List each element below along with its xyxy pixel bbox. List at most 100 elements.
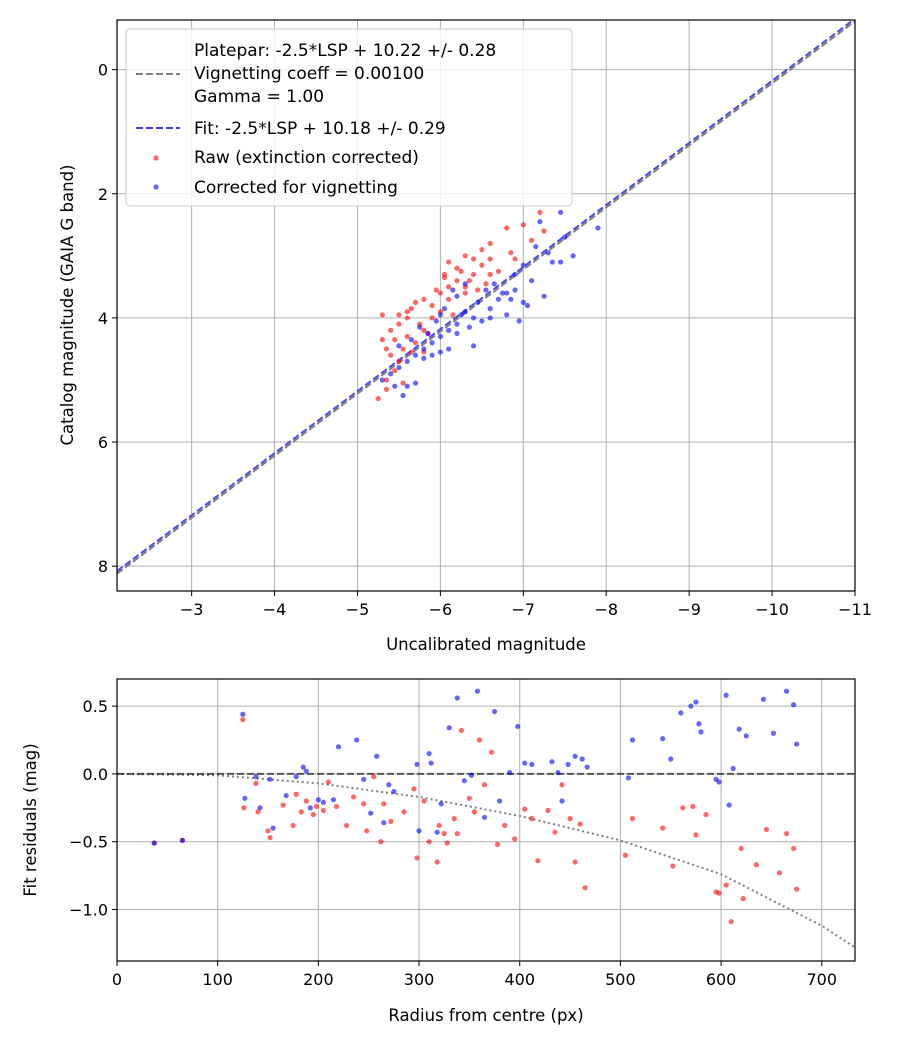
bottom-plot-y-tick-label: 0.5	[83, 697, 108, 716]
top-plot-data-point	[408, 349, 414, 355]
top-plot-data-point	[458, 312, 464, 318]
bottom-plot-data-point	[696, 721, 702, 727]
bottom-plot-data-point	[298, 809, 304, 815]
top-plot-data-point	[470, 271, 477, 278]
bottom-plot-data-point	[441, 830, 447, 837]
bottom-plot-data-point	[434, 829, 440, 835]
top-plot-data-point	[454, 330, 460, 337]
top-plot-data-point	[537, 219, 543, 225]
top-plot-data-point	[520, 222, 526, 228]
top-plot-data-point	[437, 349, 443, 355]
residuals-scatter-plot: 0 100 200 300 400 500 600 700 0.5 0.0 −0.5 −1.0 Ra…	[21, 678, 856, 1025]
bottom-plot-data-point	[723, 692, 729, 698]
top-plot-x-tick-label: −10	[755, 600, 789, 619]
bottom-plot-data-point	[545, 807, 551, 814]
top-plot-data-point	[388, 352, 394, 358]
top-plot-data-point	[562, 234, 568, 240]
top-plot-y-tick-label: 6	[98, 433, 108, 452]
bottom-plot-data-point	[770, 730, 777, 736]
bottom-plot-data-point	[790, 702, 797, 708]
bottom-plot-data-point	[535, 858, 541, 864]
top-plot-data-point	[421, 346, 427, 352]
top-plot-data-point	[404, 333, 410, 340]
top-plot-data-point	[470, 315, 477, 321]
bottom-plot-data-point	[466, 795, 472, 801]
bottom-plot-y-tick-label: −1.0	[69, 900, 108, 919]
bottom-plot-data-point	[300, 764, 306, 770]
top-plot-data-point	[383, 346, 390, 352]
bottom-plot-data-point	[549, 759, 555, 765]
top-plot-data-point	[466, 324, 473, 330]
bottom-plot-data-point	[522, 806, 528, 812]
top-plot-data-point	[400, 392, 406, 399]
top-plot-data-point	[437, 333, 443, 340]
bottom-plot-data-point	[391, 788, 397, 795]
bottom-plot-data-point	[763, 826, 769, 833]
bottom-plot-data-point	[361, 776, 367, 782]
bottom-plot-y-tick-label: −0.5	[69, 833, 108, 852]
bottom-plot-data-point	[436, 822, 442, 829]
top-plot-data-point	[487, 306, 493, 312]
bottom-plot-data-point	[320, 799, 326, 805]
legend-corrected-label: Corrected for vignetting	[194, 178, 398, 198]
bottom-plot-data-point	[335, 744, 342, 750]
bottom-plot-x-ticks: 0 100 200 300 400 500 600 700	[112, 961, 837, 989]
bottom-plot-frame	[116, 678, 856, 962]
top-plot-data-point	[429, 315, 435, 321]
bottom-plot-data-point	[703, 811, 709, 818]
legend-fit-label: Fit: -2.5*LSP + 10.18 +/- 0.29	[194, 119, 446, 139]
bottom-plot-data-point	[559, 782, 565, 788]
top-plot-data-point	[421, 327, 427, 333]
top-plot-data-point	[375, 395, 381, 402]
top-plot-data-point	[520, 262, 526, 268]
legend-raw-marker	[153, 155, 159, 161]
top-plot-data-point	[396, 364, 402, 371]
top-plot-data-point	[541, 228, 547, 234]
bottom-plot-data-point	[471, 809, 478, 815]
bottom-plot-data-point	[629, 816, 636, 822]
top-plot-data-point	[595, 225, 601, 231]
bottom-plot-data-point	[388, 818, 394, 824]
bottom-plot-data-point	[241, 805, 247, 811]
bottom-plot-data-point	[660, 736, 666, 742]
bottom-plot-data-point	[740, 896, 746, 902]
bottom-plot-x-tick-label: 400	[504, 970, 535, 989]
top-plot-data-point	[483, 281, 489, 287]
bottom-plot-data-point	[690, 803, 696, 810]
bottom-plot-data-point	[794, 741, 800, 747]
top-plot-data-point	[520, 299, 526, 305]
bottom-plot-data-point	[307, 805, 313, 811]
top-plot-points	[375, 209, 601, 402]
top-plot-data-point	[446, 259, 452, 265]
bottom-plot-data-point	[565, 761, 571, 768]
top-plot-data-point	[396, 321, 402, 327]
bottom-plot-data-point	[411, 786, 417, 792]
bottom-plot-x-tick-label: 200	[303, 970, 334, 989]
top-plot-data-point	[487, 256, 493, 262]
bottom-plot-data-point	[468, 772, 475, 778]
top-plot-data-point	[512, 287, 518, 293]
top-plot-data-point	[558, 209, 564, 216]
bottom-plot-data-point	[555, 769, 561, 776]
top-plot-data-point	[412, 380, 419, 386]
top-plot-data-point	[429, 302, 435, 309]
bottom-plot-data-point	[488, 749, 495, 755]
top-plot-frame	[116, 19, 856, 592]
bottom-plot-data-point	[577, 821, 583, 827]
bottom-plot-data-point	[293, 774, 299, 780]
top-plot-data-point	[412, 352, 419, 358]
top-plot-data-point	[392, 368, 398, 374]
top-plot-data-point	[508, 296, 514, 302]
vignetting-curve	[117, 772, 855, 949]
top-plot-series-raw	[375, 209, 547, 402]
top-plot-y-axis-label: Catalog magnitude (GAIA G band)	[58, 165, 77, 446]
top-plot-data-point	[495, 268, 502, 274]
bottom-plot-data-point	[320, 807, 326, 814]
top-plot-x-tick-label: −11	[838, 600, 872, 619]
top-plot-data-point	[441, 271, 448, 278]
top-plot-data-point	[529, 237, 535, 243]
bottom-plot-data-point	[572, 753, 578, 759]
top-plot-x-tick-label: −7	[512, 600, 536, 619]
top-plot-data-point	[392, 337, 398, 343]
top-plot-data-point	[421, 296, 427, 302]
